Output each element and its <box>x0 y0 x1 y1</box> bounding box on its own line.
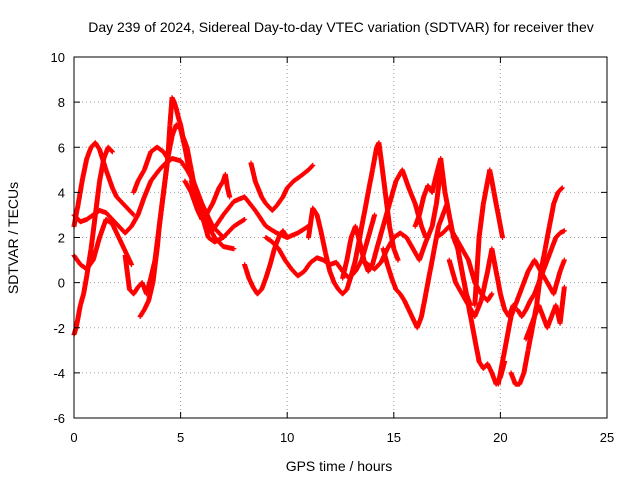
x-tick-label: 5 <box>177 430 184 445</box>
series-trace <box>72 217 134 271</box>
series-track-19 <box>455 246 508 387</box>
x-tick-label: 25 <box>600 430 614 445</box>
series-track-25 <box>523 284 567 342</box>
y-tick-label: -2 <box>53 321 65 336</box>
series-track-7 <box>131 144 171 195</box>
series-trace <box>189 179 311 240</box>
series-trace <box>131 145 170 194</box>
y-tick-label: 6 <box>58 140 65 155</box>
series-trace <box>340 168 428 280</box>
y-tick-label: 10 <box>51 50 65 65</box>
series-trace <box>515 228 566 319</box>
y-tick-label: 0 <box>58 276 65 291</box>
series-track-21 <box>472 167 506 308</box>
series-trace <box>360 168 444 271</box>
grid <box>74 57 607 418</box>
x-tick-label: 10 <box>280 430 294 445</box>
series-trace <box>248 161 315 213</box>
chart-title: Day 239 of 2024, Sidereal Day-to-day VTE… <box>88 19 594 35</box>
series-trace <box>496 258 567 386</box>
series-track-9 <box>182 171 233 222</box>
x-tick-label: 15 <box>387 430 401 445</box>
y-tick-label: 2 <box>58 231 65 246</box>
series-track-15 <box>359 167 444 272</box>
series-track-24 <box>514 228 567 319</box>
x-axis-label: GPS time / hours <box>286 458 393 474</box>
y-axis-label: SDTVAR / TECUs <box>5 182 21 294</box>
y-tick-label: -6 <box>53 411 65 426</box>
series-trace <box>182 172 232 222</box>
y-tick-label: -4 <box>53 366 65 381</box>
data-points <box>71 95 567 387</box>
series-track-20 <box>446 246 516 319</box>
series-trace <box>447 247 516 319</box>
series-track-11 <box>242 228 290 297</box>
y-tick-label: 8 <box>58 95 65 110</box>
x-tick-label: 0 <box>70 430 77 445</box>
series-track-10 <box>248 160 316 213</box>
series-trace <box>472 168 505 307</box>
x-tick-label: 20 <box>493 430 507 445</box>
series-trace <box>380 202 450 330</box>
series-trace <box>523 285 567 341</box>
axis-ticks: 0 5 10 15 20 25 -6 -4 -2 0 2 4 6 8 10 <box>51 50 615 445</box>
y-tick-label: 4 <box>58 185 65 200</box>
